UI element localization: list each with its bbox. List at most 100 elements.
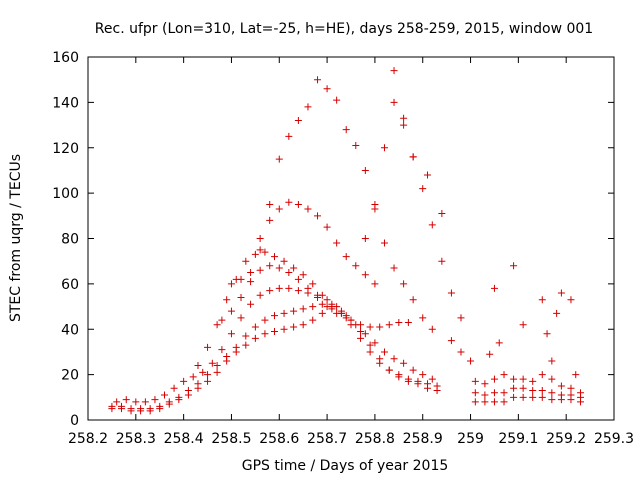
data-point [204, 377, 212, 385]
data-point [275, 155, 283, 163]
data-point [247, 269, 255, 277]
data-point [280, 257, 288, 265]
data-point [266, 262, 274, 270]
data-point [371, 200, 379, 208]
data-point [567, 296, 575, 304]
x-tick-label: 259.2 [546, 431, 586, 447]
data-point [251, 323, 259, 331]
data-point [318, 291, 326, 299]
data-point [299, 305, 307, 313]
data-point [438, 210, 446, 218]
y-tick-label: 160 [52, 50, 79, 66]
data-points [108, 67, 585, 415]
data-point [567, 384, 575, 392]
data-point [404, 375, 412, 383]
data-point [266, 216, 274, 224]
data-point [347, 316, 355, 324]
data-point [409, 153, 417, 161]
plot-frame [87, 56, 615, 421]
data-point [567, 391, 575, 399]
data-point [294, 275, 302, 283]
data-point [323, 296, 331, 304]
data-point [557, 289, 565, 297]
data-point [557, 391, 565, 399]
data-point [275, 205, 283, 213]
data-point [299, 271, 307, 279]
data-point [213, 321, 221, 329]
data-point [151, 396, 159, 404]
data-point [290, 264, 298, 272]
data-point [467, 357, 475, 365]
data-point [510, 262, 518, 270]
data-point [438, 257, 446, 265]
data-point [366, 348, 374, 356]
data-point [256, 266, 264, 274]
data-point [113, 398, 121, 406]
data-point [261, 330, 269, 338]
data-point [519, 321, 527, 329]
data-point [352, 141, 360, 149]
data-point [266, 200, 274, 208]
data-point [486, 350, 494, 358]
data-point [304, 205, 312, 213]
data-point [500, 389, 508, 397]
data-point [328, 300, 336, 308]
data-point [481, 380, 489, 388]
data-point [357, 328, 365, 336]
data-point [409, 296, 417, 304]
x-tick-label: 258.7 [307, 431, 347, 447]
data-point [156, 402, 164, 410]
data-point [380, 239, 388, 247]
data-point [175, 393, 183, 401]
data-point [357, 321, 365, 329]
x-tick-label: 259.1 [498, 431, 538, 447]
data-point [294, 200, 302, 208]
data-point [543, 330, 551, 338]
y-tick-label: 80 [61, 232, 79, 248]
data-point [400, 114, 408, 122]
data-point [318, 300, 326, 308]
data-point [538, 387, 546, 395]
data-point [395, 318, 403, 326]
data-point [180, 377, 188, 385]
data-point [428, 375, 436, 383]
data-point [227, 307, 235, 315]
x-tick-label: 259.3 [594, 431, 634, 447]
data-point [223, 296, 231, 304]
data-point [333, 309, 341, 317]
data-point [227, 280, 235, 288]
data-point [261, 248, 269, 256]
data-point [299, 321, 307, 329]
data-point [490, 398, 498, 406]
data-point [270, 253, 278, 261]
data-point [447, 337, 455, 345]
data-point [529, 377, 537, 385]
data-point [519, 375, 527, 383]
data-point [333, 239, 341, 247]
data-point [304, 284, 312, 292]
chart-title: Rec. ufpr (Lon=310, Lat=-25, h=HE), days… [95, 21, 593, 37]
data-point [390, 98, 398, 106]
data-point [419, 185, 427, 193]
data-point [251, 250, 259, 258]
data-point [204, 371, 212, 379]
data-point [510, 393, 518, 401]
data-point [132, 398, 140, 406]
data-point [481, 391, 489, 399]
x-tick-label: 258.5 [211, 431, 251, 447]
data-point [270, 312, 278, 320]
data-point [457, 314, 465, 322]
y-axis-label: STEC from uqrg / TECUs [8, 154, 24, 322]
data-point [457, 348, 465, 356]
data-point [237, 293, 245, 301]
data-point [189, 373, 197, 381]
data-point [314, 293, 322, 301]
data-point [361, 235, 369, 242]
data-point [208, 359, 216, 367]
data-point [165, 398, 173, 406]
data-point [256, 246, 264, 254]
x-tick-label: 258.3 [116, 431, 156, 447]
data-point [548, 389, 556, 397]
data-point [400, 121, 408, 129]
